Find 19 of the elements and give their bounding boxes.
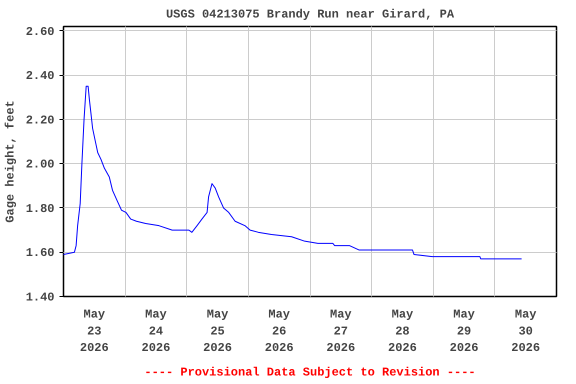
y-tick-label: 1.60 bbox=[26, 246, 55, 260]
x-tick-label: May 28 2026 bbox=[388, 308, 417, 356]
y-tick-label: 2.40 bbox=[26, 69, 55, 84]
line-series bbox=[64, 86, 522, 260]
y-tick-label: 2.60 bbox=[26, 24, 55, 39]
x-tick-label: May 25 2026 bbox=[203, 308, 232, 356]
y-tick-label: 1.40 bbox=[26, 290, 55, 304]
text: ---- Provisional Data Subject to Revision ---- bbox=[144, 366, 476, 380]
chart-title: USGS 04213075 Brandy Run near Girard, PA bbox=[166, 8, 455, 22]
y-tick-label: 2.20 bbox=[26, 113, 55, 128]
x-tick-label: May 23 2026 bbox=[80, 308, 109, 356]
y-tick-label: 2.00 bbox=[26, 158, 55, 172]
y-tick-label: 1.80 bbox=[26, 202, 55, 216]
y-axis-title: Gage height, feet bbox=[4, 100, 18, 223]
x-tick-label: May 29 2026 bbox=[450, 308, 478, 356]
x-tick-label: May 26 2026 bbox=[264, 308, 294, 356]
x-tick-label: May 30 2026 bbox=[511, 308, 540, 356]
x-tick-label: May 24 2026 bbox=[142, 308, 170, 356]
x-tick-label: May 27 2026 bbox=[326, 308, 356, 356]
